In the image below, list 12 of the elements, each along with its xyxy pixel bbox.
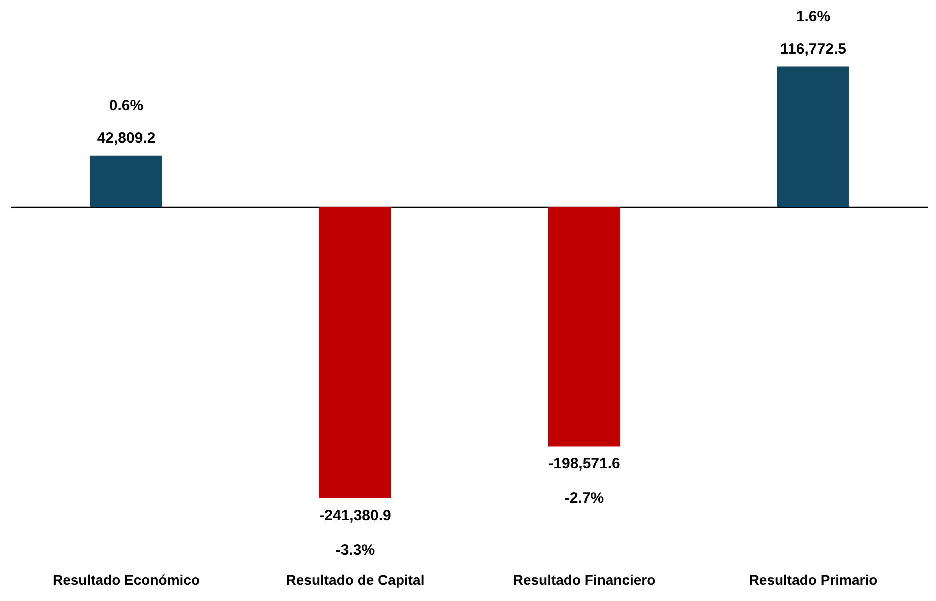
x-tick-label: Resultado Económico bbox=[52, 572, 200, 588]
data-label: 116,772.5 bbox=[780, 40, 846, 58]
annotation: 1.6% bbox=[796, 8, 831, 26]
annotation: -3.3% bbox=[336, 542, 376, 559]
x-tick-label: Resultado Primario bbox=[749, 572, 878, 588]
data-label: 42,809.2 bbox=[97, 130, 156, 147]
x-tick-label: Resultado Financiero bbox=[513, 572, 656, 588]
x-tick-label: Resultado de Capital bbox=[286, 572, 425, 588]
data-label: -198,571.6 bbox=[548, 456, 620, 473]
annotation: 0.6% bbox=[109, 97, 144, 114]
annotation: -2.7% bbox=[564, 490, 604, 508]
data-label: -241,380.9 bbox=[320, 507, 392, 524]
